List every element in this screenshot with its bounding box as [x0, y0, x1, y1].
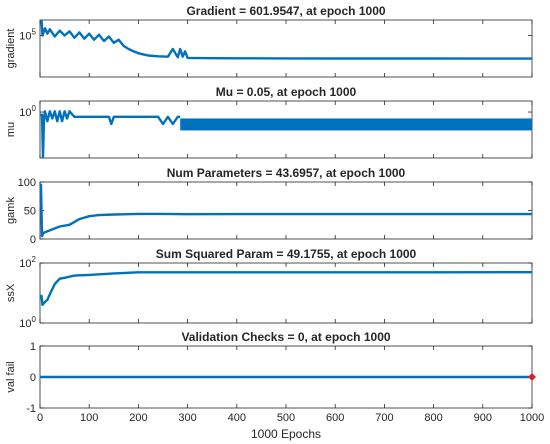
series-line-0: [40, 110, 181, 158]
y-tick-exponent: 2: [32, 255, 37, 264]
plot-title: Num Parameters = 43.6957, at epoch 1000: [167, 166, 406, 180]
plot-title: Mu = 0.05, at epoch 1000: [216, 85, 357, 99]
y-tick-label: 105: [19, 28, 36, 43]
y-tick-base: 10: [19, 31, 31, 43]
x-tick-label: 0: [37, 412, 43, 424]
x-tick-label: 300: [178, 412, 196, 424]
series-line-0: [40, 271, 532, 307]
plot-area: [39, 19, 533, 78]
x-tick-label: 800: [424, 412, 442, 424]
series-group: [40, 110, 532, 158]
plot-title: Sum Squared Param = 49.1755, at epoch 10…: [156, 247, 417, 261]
x-tick-label: 600: [326, 412, 344, 424]
x-tick-label: 500: [277, 412, 295, 424]
plot-area: [39, 181, 533, 240]
series-group: [40, 183, 532, 238]
y-tick-label: 0: [30, 372, 36, 384]
oscillation-band: [180, 118, 532, 131]
y-tick-label: 0: [30, 234, 36, 246]
y-tick-label: 102: [19, 255, 36, 270]
x-tick-label: 900: [474, 412, 492, 424]
y-tick-base: 10: [19, 318, 31, 330]
best-epoch-marker: [528, 373, 536, 381]
x-tick-label: 1000: [520, 412, 544, 424]
x-tick-label: 200: [129, 412, 147, 424]
y-tick-label: 100: [19, 315, 36, 330]
series-group: [40, 271, 532, 307]
y-axis-label: gamk: [5, 197, 17, 224]
subplot-2: Num Parameters = 43.6957, at epoch 1000 g…: [5, 166, 533, 246]
y-axis-label: val fail: [5, 361, 17, 392]
y-axis-label: mu: [5, 122, 17, 137]
y-tick-label: 100: [18, 177, 36, 189]
y-tick-base: 10: [19, 258, 31, 270]
plot-title: Gradient = 601.9547, at epoch 1000: [186, 4, 385, 18]
plot-title: Validation Checks = 0, at epoch 1000: [181, 330, 390, 344]
x-axis-label: 1000 Epochs: [251, 427, 321, 441]
series-group: [40, 20, 532, 60]
subplot-0: Gradient = 601.9547, at epoch 1000 gradie…: [5, 4, 533, 78]
y-tick-label: 100: [19, 104, 36, 119]
y-tick-base: 10: [19, 107, 31, 119]
x-tick-label: 700: [375, 412, 393, 424]
y-tick-label: 50: [24, 206, 36, 218]
subplot-4: Validation Checks = 0, at epoch 1000 val …: [5, 330, 544, 441]
y-tick-exponent: 0: [32, 104, 37, 113]
series-line-0: [40, 183, 532, 238]
y-axis-label: ssX: [5, 283, 17, 302]
y-tick-exponent: 5: [32, 28, 37, 37]
x-tick-label: 100: [80, 412, 98, 424]
series-line-0: [40, 20, 532, 60]
y-tick-label: 1: [30, 341, 36, 353]
y-tick-exponent: 0: [32, 315, 37, 324]
y-axis-label: gradient: [5, 29, 17, 69]
x-tick-label: 400: [228, 412, 246, 424]
subplot-3: Sum Squared Param = 49.1755, at epoch 10…: [5, 247, 533, 330]
y-tick-label: -1: [26, 403, 36, 415]
